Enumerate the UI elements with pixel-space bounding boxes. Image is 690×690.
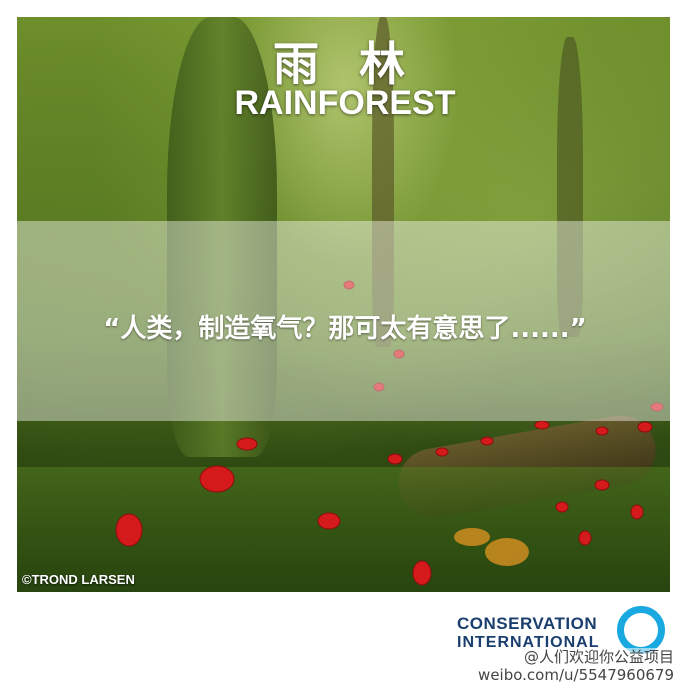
weibo-handle: @人们欢迎你公益项目 xyxy=(521,646,676,667)
title-english: RAINFOREST xyxy=(234,84,456,122)
fruit-scatter xyxy=(115,280,664,586)
weibo-handle-text: @人们欢迎你公益项目 xyxy=(521,648,676,666)
photo-credit: ©TROND LARSEN xyxy=(22,572,135,587)
quote-band xyxy=(17,221,670,421)
logo-line-international: INTERNATIONAL xyxy=(457,634,600,651)
title-chinese: 雨 林 xyxy=(272,37,417,91)
tree-trunk-right xyxy=(557,37,583,337)
weibo-url: weibo.com/u/5547960679 xyxy=(476,666,676,684)
tree-trunk-middle xyxy=(372,17,394,347)
logo-line-conservation: CONSERVATION xyxy=(457,614,598,633)
rainforest-photo xyxy=(17,17,670,592)
quote-text: “人类，制造氧气？那可太有意思了......” xyxy=(103,314,587,344)
weibo-url-text: weibo.com/u/5547960679 xyxy=(476,666,676,684)
tree-trunk-left xyxy=(167,17,277,457)
